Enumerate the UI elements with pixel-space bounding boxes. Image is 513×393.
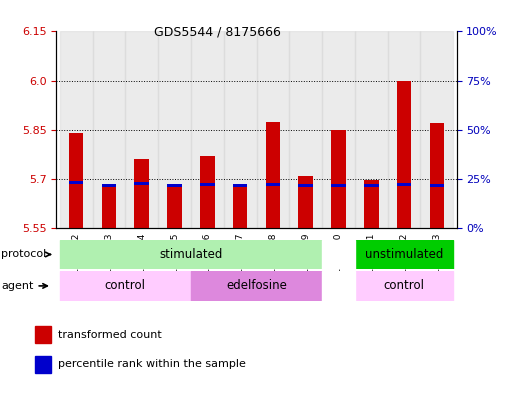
Bar xyxy=(69,133,84,228)
Text: control: control xyxy=(105,279,146,292)
Text: control: control xyxy=(384,279,425,292)
Bar xyxy=(92,31,125,228)
Bar xyxy=(322,271,355,301)
Bar xyxy=(102,184,116,187)
Bar xyxy=(331,184,346,187)
Bar xyxy=(364,180,379,228)
Text: percentile rank within the sample: percentile rank within the sample xyxy=(58,360,246,369)
Bar xyxy=(125,31,158,228)
Bar xyxy=(266,184,280,186)
Bar xyxy=(167,184,182,187)
Bar xyxy=(355,271,453,301)
Bar xyxy=(191,31,224,228)
Bar xyxy=(299,184,313,187)
Bar xyxy=(134,159,149,228)
Bar xyxy=(429,123,444,228)
Bar xyxy=(191,271,322,301)
Bar xyxy=(322,240,355,269)
Bar xyxy=(35,326,51,343)
Bar xyxy=(429,184,444,187)
Bar xyxy=(299,176,313,228)
Text: stimulated: stimulated xyxy=(159,248,223,261)
Bar xyxy=(233,184,247,187)
Bar xyxy=(256,31,289,228)
Bar xyxy=(167,187,182,228)
Text: transformed count: transformed count xyxy=(58,330,162,340)
Bar xyxy=(355,240,453,269)
Text: GDS5544 / 8175666: GDS5544 / 8175666 xyxy=(154,26,281,39)
Bar xyxy=(60,271,191,301)
Bar xyxy=(421,31,453,228)
Bar xyxy=(224,31,256,228)
Bar xyxy=(102,187,116,228)
Bar xyxy=(364,184,379,187)
Text: agent: agent xyxy=(1,281,47,291)
Text: unstimulated: unstimulated xyxy=(365,248,443,261)
Bar xyxy=(35,356,51,373)
Bar xyxy=(388,31,421,228)
Bar xyxy=(355,31,388,228)
Bar xyxy=(134,182,149,185)
Bar xyxy=(233,184,247,228)
Text: edelfosine: edelfosine xyxy=(226,279,287,292)
Bar xyxy=(60,240,322,269)
Bar xyxy=(289,31,322,228)
Bar xyxy=(397,81,411,228)
Bar xyxy=(322,31,355,228)
Bar xyxy=(158,31,191,228)
Bar xyxy=(200,183,214,186)
Bar xyxy=(331,130,346,228)
Bar xyxy=(69,181,84,184)
Bar xyxy=(60,31,92,228)
Text: protocol: protocol xyxy=(1,250,50,259)
Bar xyxy=(266,121,280,228)
Bar xyxy=(397,184,411,186)
Bar xyxy=(200,156,214,228)
